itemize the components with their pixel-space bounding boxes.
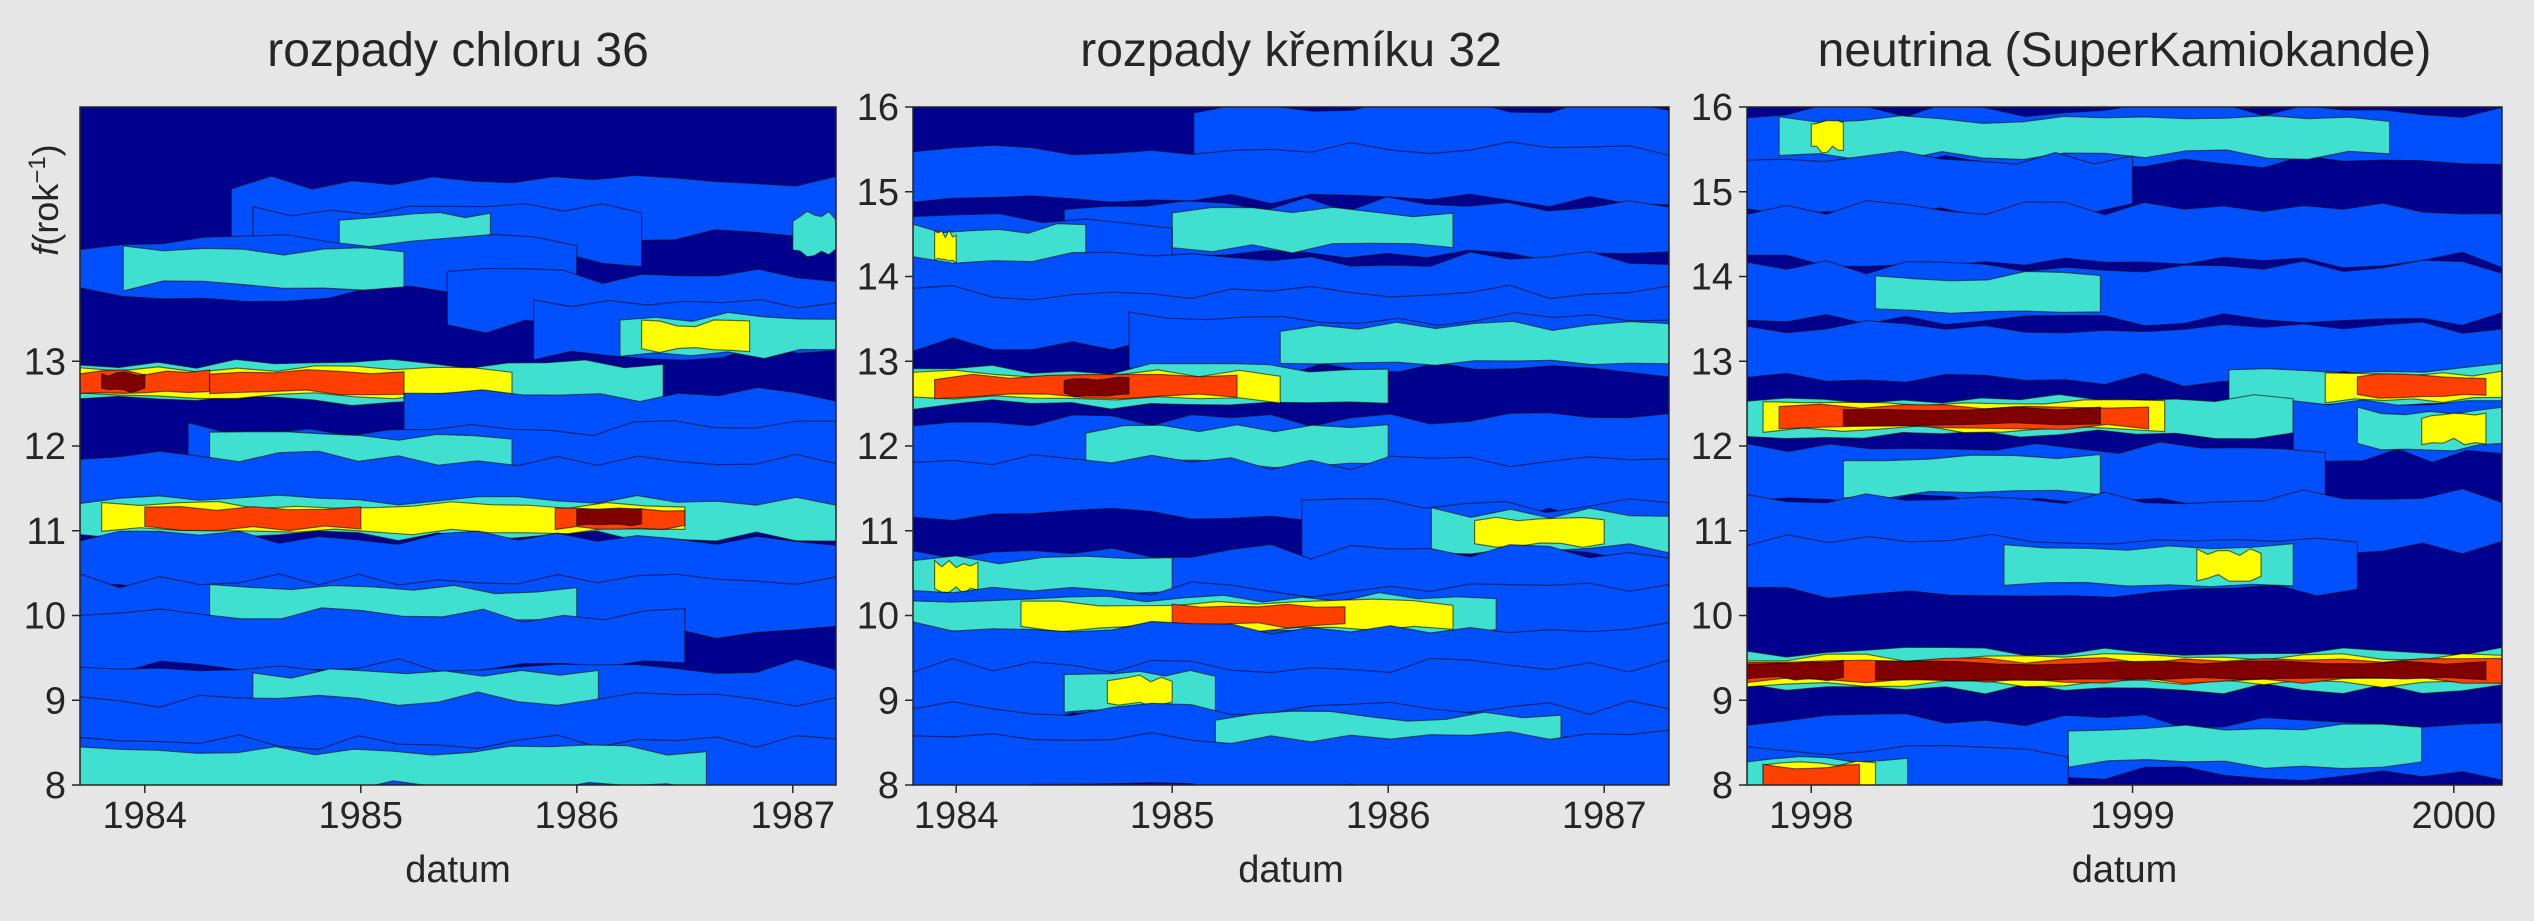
y-tick-label: 13: [1691, 341, 1733, 383]
y-tick-label: 14: [857, 257, 899, 299]
heatmap-band-11-level-4: [144, 505, 362, 532]
chart-title: neutrina (SuperKamiokande): [1818, 24, 2432, 77]
y-tick-label: 9: [1712, 680, 1733, 722]
heatmap-band-2-level-2: [1171, 206, 1454, 254]
y-tick-label: 11: [1694, 511, 1733, 553]
x-axis-label: datum: [1238, 849, 1344, 891]
heatmap-band-1-level-1: [913, 141, 1669, 208]
y-tick-label: 13: [857, 341, 899, 383]
x-tick-label: 2000: [2412, 795, 2497, 837]
heatmap-band-16-level-1: [913, 729, 1669, 785]
heatmap-band-5-level-4: [2356, 373, 2487, 399]
y-tick-label: 10: [1691, 596, 1733, 638]
x-tick-label: 1998: [1769, 795, 1854, 837]
x-tick-label: 1987: [751, 795, 836, 837]
y-tick-label: 9: [878, 680, 899, 722]
y-tick-label: 8: [45, 765, 66, 807]
heatmap-band-7-level-5: [1063, 376, 1130, 398]
y-axis-label: f(rok−1): [24, 144, 67, 255]
heatmap-bands: [1747, 107, 2502, 785]
y-tick-label: 8: [1712, 765, 1733, 807]
heatmap-band-11-level-5: [576, 507, 643, 527]
heatmap-band-10-level-3: [1474, 516, 1605, 548]
x-axis-label: datum: [2072, 849, 2178, 891]
heatmap-band-14-level-3: [1106, 674, 1173, 707]
chart-panel-2: rozpady křemíku 32 1984 1985 1986 1987 datum 8…: [857, 24, 1670, 891]
x-tick-label: 1985: [1130, 795, 1215, 837]
y-tick-label: 9: [45, 680, 66, 722]
heatmap-band-10-level-3: [2196, 547, 2262, 582]
y-tick-label: 16: [857, 87, 899, 129]
x-tick-label: 1987: [1562, 795, 1647, 837]
y-tick-label: 16: [1691, 87, 1733, 129]
heatmap-bands: [913, 107, 1669, 785]
heatmap-band-3-level-2: [122, 245, 405, 292]
heatmap-band-0-level-3: [1810, 119, 1844, 154]
heatmap-band-3-level-2: [1874, 270, 2101, 314]
y-tick-label: 14: [1691, 257, 1733, 299]
y-tick-label: 15: [1691, 172, 1733, 214]
heatmap-band-4-level-1: [1747, 320, 2502, 388]
chart-panel-1: rozpady chloru 36 1984 1985 1986 1987 datum 8 9…: [24, 24, 837, 891]
heatmap-bands: [80, 174, 836, 785]
x-axis-label: datum: [405, 849, 511, 891]
y-tick-label: 12: [1691, 426, 1733, 468]
heatmap-band-7-level-5: [101, 371, 146, 394]
x-tick-label: 1984: [103, 795, 188, 837]
heatmap-band-2-level-2: [792, 210, 836, 258]
y-tick-label: 12: [857, 426, 899, 468]
chart-title: rozpady křemíku 32: [1080, 24, 1502, 77]
chart-panel-3: neutrina (SuperKamiokande) 1998 1999 2000 da…: [1691, 24, 2503, 891]
x-tick-label: 1984: [914, 795, 999, 837]
heatmap-band-13-level-4: [1762, 763, 1860, 785]
heatmap-band-17-level-2: [80, 744, 707, 785]
x-tick-label: 1985: [319, 795, 404, 837]
y-tick-label: 12: [24, 426, 66, 468]
x-tick-label: 1999: [2090, 795, 2175, 837]
y-tick-label: 10: [24, 596, 66, 638]
x-tick-label: 1986: [1346, 795, 1431, 837]
heatmap-band-8-level-2: [1842, 453, 2101, 499]
y-tick-label: 11: [860, 511, 899, 553]
heatmap-band-6-level-3: [641, 319, 751, 354]
heatmap-band-6-level-5: [1842, 406, 2101, 427]
heatmap-band-12-level-2: [2067, 723, 2423, 770]
heatmap-band-11-level-5: [1747, 659, 1844, 682]
heatmap-band-6-level-2: [1279, 320, 1669, 366]
heatmap-band-7-level-4: [209, 369, 405, 396]
y-tick-label: 13: [24, 341, 66, 383]
y-tick-label: 15: [857, 172, 899, 214]
x-tick-label: 1986: [535, 795, 620, 837]
heatmap-band-2-level-1: [1747, 200, 2502, 269]
heatmap-band-7-level-3: [2421, 412, 2487, 446]
heatmap-band-3-level-3: [934, 228, 957, 264]
y-tick-label: 10: [857, 596, 899, 638]
y-tick-label: 11: [27, 511, 66, 553]
chart-title: rozpady chloru 36: [267, 24, 649, 77]
heatmap-band-0-level-2: [1778, 114, 2391, 161]
heatmap-band-11-level-5: [1874, 660, 2487, 682]
y-tick-label: 8: [878, 765, 899, 807]
